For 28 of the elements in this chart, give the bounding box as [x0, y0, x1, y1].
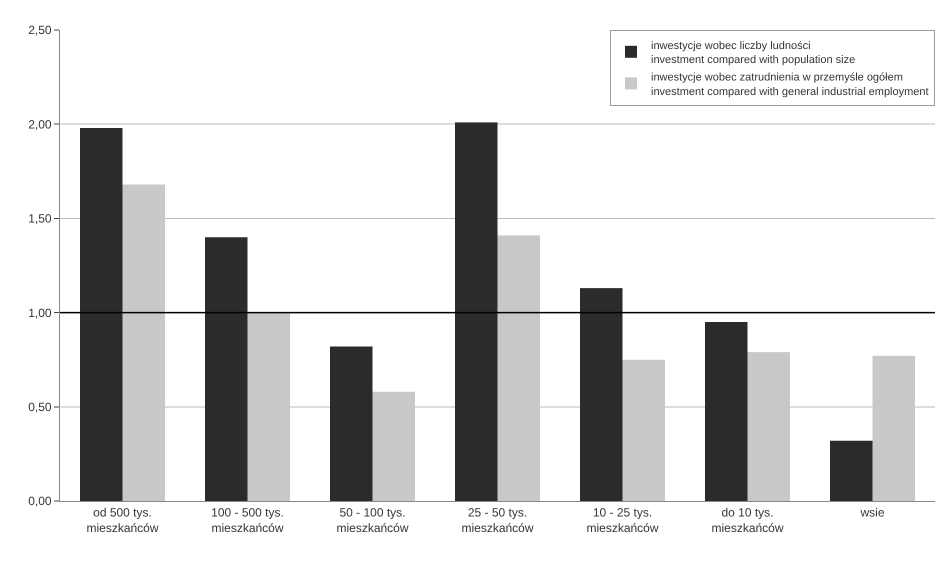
bar	[498, 235, 540, 501]
x-tick-label: 10 - 25 tys. mieszkańców	[586, 505, 659, 535]
y-tick-label: 1,50	[28, 212, 52, 226]
bar	[830, 440, 872, 501]
y-tick-label: 1,00	[28, 306, 52, 320]
legend-label: inwestycje wobec zatrudnienia w przemyśle ogółem investment compared with general industrial employment	[651, 72, 929, 98]
y-tick-label: 2,50	[28, 23, 52, 38]
bar	[455, 122, 498, 501]
y-tick-label: 0,00	[28, 494, 52, 508]
x-tick-label: 25 - 50 tys. mieszkańców	[461, 505, 534, 535]
bar	[748, 352, 790, 501]
bar	[372, 392, 415, 501]
bar	[330, 346, 372, 501]
bar	[205, 237, 248, 501]
x-tick-label: od 500 tys. mieszkańców	[86, 505, 159, 535]
bar	[580, 288, 622, 501]
bar	[872, 356, 915, 501]
bar	[622, 360, 665, 501]
x-tick-label: 100 - 500 tys. mieszkańców	[211, 505, 284, 535]
x-tick-label: wsie	[859, 505, 885, 520]
bar	[80, 128, 122, 501]
bar	[248, 312, 290, 501]
x-tick-label: 50 - 100 tys. mieszkańców	[336, 505, 409, 535]
bar	[122, 184, 165, 501]
y-tick-label: 2,00	[28, 117, 52, 132]
y-tick-label: 0,50	[28, 400, 52, 414]
x-tick-label: do 10 tys. mieszkańców	[711, 505, 784, 535]
bar	[705, 322, 748, 501]
